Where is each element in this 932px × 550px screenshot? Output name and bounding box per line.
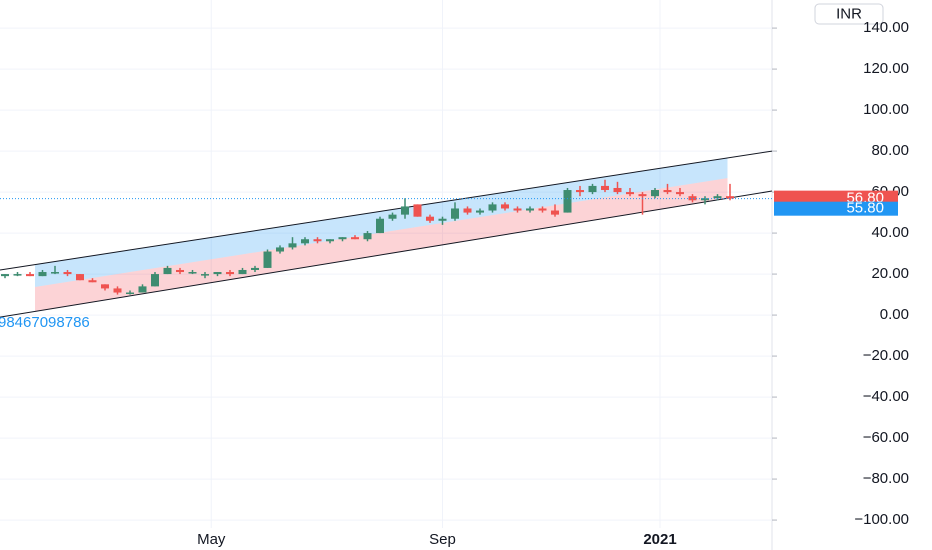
candle-body xyxy=(88,280,97,283)
channel-upper xyxy=(0,150,773,271)
candle-body xyxy=(601,185,609,191)
candle-body xyxy=(476,210,484,213)
candle-body xyxy=(551,210,559,215)
candle-body xyxy=(163,267,172,275)
candle-body xyxy=(401,206,409,215)
candle-body xyxy=(301,239,309,244)
candle-body xyxy=(176,269,184,273)
candle-body xyxy=(376,218,384,234)
y-tick-label: 100.00 xyxy=(863,101,909,118)
candle-body xyxy=(201,274,209,276)
candle-body xyxy=(526,208,534,211)
candle-body xyxy=(251,267,259,270)
y-tick-label: 80.00 xyxy=(871,142,909,159)
candle-body xyxy=(51,272,59,274)
y-tick-label: 0.00 xyxy=(880,306,909,323)
candle-body xyxy=(76,274,84,281)
candle-body xyxy=(263,251,272,268)
candle-body xyxy=(651,190,659,197)
candle-body xyxy=(426,216,434,221)
candle-body xyxy=(701,198,709,201)
candle-body xyxy=(388,214,397,219)
currency-box xyxy=(814,3,884,25)
candle-body xyxy=(126,292,134,295)
candle-body xyxy=(588,185,597,193)
candle-body xyxy=(213,272,222,275)
candle-body xyxy=(338,237,347,240)
x-tick-label: Sep xyxy=(429,531,456,548)
currency-label: INR xyxy=(836,5,862,22)
x-tick-label: May xyxy=(197,531,226,548)
candle-body xyxy=(613,187,622,193)
candle-body xyxy=(626,192,634,195)
y-tick-label: −100.00 xyxy=(854,511,909,528)
candle-body xyxy=(38,272,47,277)
channel-annotation: 98467098786 xyxy=(0,314,90,331)
candle-body xyxy=(363,233,372,240)
candle-body xyxy=(26,274,34,277)
candle-body xyxy=(113,288,122,293)
candle-body xyxy=(576,190,584,193)
candle-body xyxy=(563,190,572,213)
candle-body xyxy=(313,239,322,242)
y-tick-label: 120.00 xyxy=(863,60,909,77)
y-tick-label: 40.00 xyxy=(871,224,909,241)
candle-body xyxy=(538,208,547,211)
candle-body xyxy=(663,190,672,193)
candle-body xyxy=(638,194,647,197)
y-tick-label: 140.00 xyxy=(863,19,909,36)
candle-body xyxy=(276,247,284,252)
y-tick-label: −60.00 xyxy=(863,429,909,446)
candle-body xyxy=(13,274,22,276)
candle-body xyxy=(451,208,459,219)
candle-body xyxy=(188,272,197,274)
candle-body xyxy=(676,192,684,195)
candle-body xyxy=(101,284,109,289)
y-tick-label: −40.00 xyxy=(863,388,909,405)
candle-body xyxy=(151,274,159,287)
candle-body xyxy=(513,208,522,211)
candle-body xyxy=(501,204,509,209)
candle-body xyxy=(413,204,422,217)
candle-body xyxy=(238,269,247,275)
candle-body xyxy=(463,208,472,213)
candle-body xyxy=(488,204,497,211)
candle-body xyxy=(713,196,722,199)
candle-body xyxy=(351,237,359,240)
candle-body xyxy=(688,196,697,201)
candle-body xyxy=(288,243,297,248)
candle-body xyxy=(63,272,72,275)
candle-body xyxy=(726,196,734,199)
candle-body xyxy=(138,286,147,293)
channel-lower xyxy=(0,190,773,318)
prev-close-box xyxy=(774,201,898,216)
candle-body xyxy=(1,274,9,277)
candle-body xyxy=(226,272,234,275)
x-tick-label: 2021 xyxy=(643,531,676,548)
prev-close-label: 55.80 xyxy=(846,200,884,217)
candle-body xyxy=(438,218,447,221)
candle-body xyxy=(326,239,334,242)
y-tick-label: −80.00 xyxy=(863,470,909,487)
y-tick-label: 20.00 xyxy=(871,265,909,282)
y-tick-label: −20.00 xyxy=(863,347,909,364)
